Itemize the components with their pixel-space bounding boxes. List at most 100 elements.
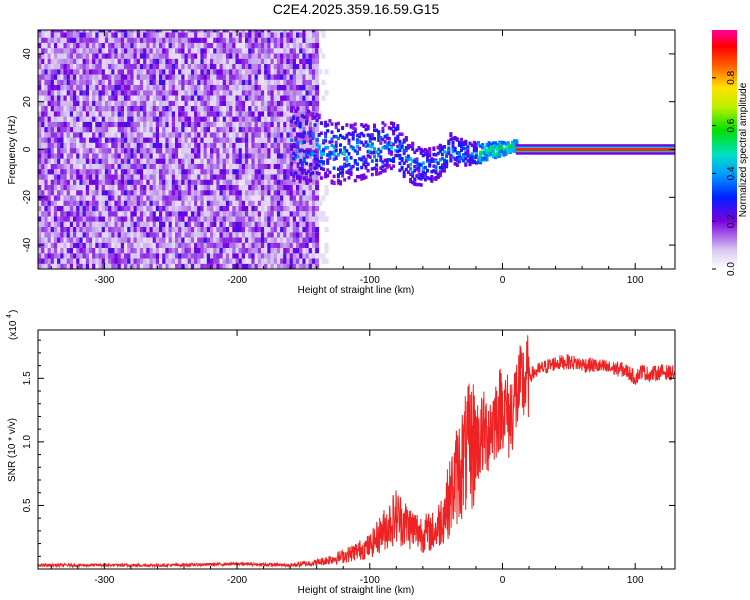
heatmap-cell xyxy=(206,158,211,164)
heatmap-cell xyxy=(76,63,81,70)
heatmap-cell xyxy=(79,32,84,38)
heatmap-cell xyxy=(383,140,387,144)
heatmap-cell xyxy=(254,263,259,269)
heatmap-cell xyxy=(181,163,186,170)
heatmap-cell xyxy=(428,147,432,151)
heatmap-cell xyxy=(286,53,291,59)
heatmap-cell xyxy=(136,184,141,191)
heatmap-cell xyxy=(241,42,246,49)
heatmap-cell xyxy=(286,153,291,159)
heatmap-cell xyxy=(178,179,183,185)
heatmap-cell xyxy=(311,226,316,233)
heatmap-cell xyxy=(38,263,42,269)
heatmap-cell xyxy=(421,175,425,179)
heatmap-cell xyxy=(360,158,364,162)
heatmap-cell xyxy=(280,69,285,75)
heatmap-cell xyxy=(104,116,109,122)
heatmap-cell xyxy=(241,174,246,180)
heatmap-cell xyxy=(133,53,138,59)
heatmap-cell xyxy=(229,48,234,54)
heatmap-cell xyxy=(155,232,160,238)
heatmap-cell xyxy=(254,30,259,33)
heatmap-cell xyxy=(311,114,315,118)
heatmap-cell xyxy=(286,205,291,212)
heatmap-cell xyxy=(95,132,100,138)
heatmap-cell xyxy=(311,37,316,43)
heatmap-cell xyxy=(101,158,106,164)
heatmap-cell xyxy=(379,170,383,175)
heatmap-cell xyxy=(44,85,49,91)
heatmap-cell xyxy=(210,74,214,80)
heatmap-cell xyxy=(69,132,74,138)
heatmap-cell xyxy=(235,216,240,222)
heatmap-cell xyxy=(289,74,294,80)
heatmap-cell xyxy=(63,200,68,206)
heatmap-cell xyxy=(213,79,218,85)
heatmap-cell xyxy=(175,95,179,101)
heatmap-cell xyxy=(298,124,302,129)
heatmap-cell xyxy=(117,100,122,106)
heatmap-cell xyxy=(260,163,265,170)
heatmap-cell xyxy=(305,132,310,138)
heatmap-cell xyxy=(127,121,132,128)
heatmap-cell xyxy=(479,156,483,160)
heatmap-cell xyxy=(229,153,234,159)
heatmap-cell xyxy=(219,63,224,70)
heatmap-cell xyxy=(120,37,125,43)
heatmap-cell xyxy=(432,164,436,168)
heatmap-cell xyxy=(143,69,148,75)
heatmap-cell xyxy=(108,116,113,122)
heatmap-cell xyxy=(53,263,58,269)
heatmap-cell xyxy=(117,121,122,128)
heatmap-cell xyxy=(219,258,224,264)
heatmap-cell xyxy=(305,161,308,166)
heatmap-cell xyxy=(98,116,103,122)
heatmap-cell xyxy=(168,248,173,254)
heatmap-cell xyxy=(114,69,119,75)
heatmap-cell xyxy=(216,137,221,143)
heatmap-cell xyxy=(76,190,81,196)
heatmap-cell xyxy=(264,226,269,233)
heatmap-cell xyxy=(111,90,116,96)
heatmap-cell xyxy=(477,155,480,160)
heatmap-cell xyxy=(392,159,396,163)
heatmap-cell xyxy=(210,132,214,138)
heatmap-cell xyxy=(98,63,103,70)
heatmap-cell xyxy=(238,174,243,180)
heatmap-cell xyxy=(47,237,52,243)
heatmap-cell xyxy=(305,171,308,176)
heatmap-cell xyxy=(434,167,438,171)
heatmap-cell xyxy=(60,53,65,59)
heatmap-cell xyxy=(356,162,359,166)
heatmap-cell xyxy=(114,85,119,91)
heatmap-cell xyxy=(98,211,103,217)
heatmap-cell xyxy=(358,146,362,151)
heatmap-cell xyxy=(178,200,183,206)
heatmap-cell xyxy=(165,232,170,238)
heatmap-cell xyxy=(219,211,224,217)
heatmap-cell xyxy=(302,159,306,164)
heatmap-cell xyxy=(63,211,68,217)
heatmap-cell xyxy=(257,148,262,154)
heatmap-cell xyxy=(95,195,100,201)
heatmap-cell xyxy=(257,237,262,243)
heatmap-cell xyxy=(168,58,173,64)
heatmap-cell xyxy=(315,95,320,101)
heatmap-cell xyxy=(76,179,81,185)
heatmap-cell xyxy=(165,163,170,170)
heatmap-cell xyxy=(104,42,109,49)
heatmap-cell xyxy=(85,253,90,259)
heatmap-cell xyxy=(296,237,300,243)
heatmap-cell xyxy=(280,100,285,106)
heatmap-cell xyxy=(79,190,84,196)
heatmap-cell xyxy=(149,106,154,112)
heatmap-cell xyxy=(143,253,148,259)
heatmap-cell xyxy=(50,226,55,233)
heatmap-cell xyxy=(273,106,278,112)
heatmap-cell xyxy=(38,216,42,222)
heatmap-cell xyxy=(302,58,307,64)
heatmap-cell xyxy=(53,79,58,85)
heatmap-cell xyxy=(421,170,425,174)
heatmap-cell xyxy=(117,142,122,149)
heatmap-cell xyxy=(197,242,202,248)
